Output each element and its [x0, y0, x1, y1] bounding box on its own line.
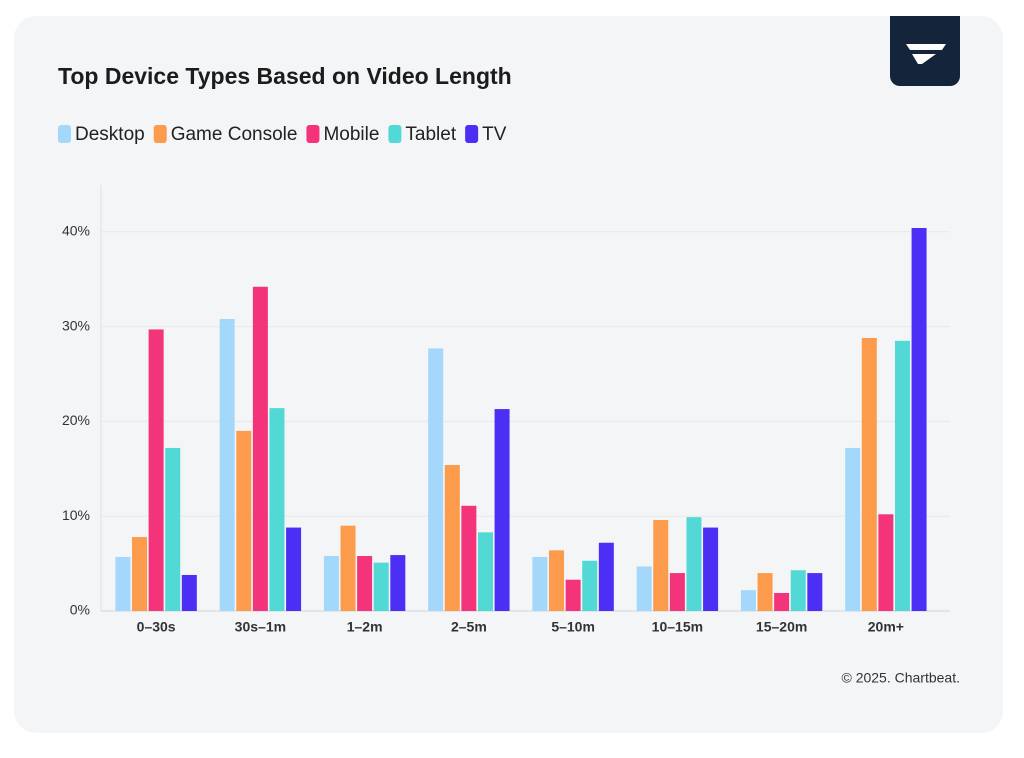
y-tick-label: 30% [62, 317, 90, 333]
bar [357, 556, 373, 611]
legend-label: Mobile [323, 124, 379, 145]
bar [653, 519, 669, 611]
bar [636, 566, 652, 611]
bar [165, 447, 181, 611]
bar [774, 592, 790, 611]
legend-swatch [465, 125, 479, 143]
y-tick-label: 20% [62, 412, 90, 428]
y-tick-label: 0% [70, 602, 90, 618]
legend-swatch [388, 125, 402, 143]
bar [148, 329, 164, 611]
x-tick-label: 10–15m [652, 619, 703, 635]
bar [286, 527, 302, 611]
bar [461, 505, 477, 611]
bar [219, 319, 235, 611]
bar [532, 556, 548, 611]
bar [582, 560, 598, 611]
legend-label: Desktop [75, 124, 145, 145]
bar [911, 228, 927, 611]
x-tick-label: 1–2m [347, 619, 383, 635]
legend-swatch [153, 125, 167, 143]
y-tick-label: 40% [62, 222, 90, 238]
bar [549, 550, 565, 611]
bar [269, 408, 285, 611]
y-tick-label: 10% [62, 507, 90, 523]
legend-swatch [306, 125, 320, 143]
bar [598, 542, 614, 611]
source: © 2025. Chartbeat. [841, 670, 960, 686]
x-tick-label: 5–10m [551, 619, 595, 635]
bar [444, 465, 460, 611]
chart-title: Top Device Types Based on Video Length [58, 63, 512, 89]
bar [807, 573, 823, 611]
x-tick-label: 20m+ [868, 619, 904, 635]
x-tick-label: 15–20m [756, 619, 807, 635]
bar [252, 286, 268, 611]
legend-label: Tablet [405, 124, 456, 145]
bar [861, 337, 877, 611]
bar [494, 409, 510, 611]
bar [565, 579, 581, 611]
bar [757, 573, 773, 611]
bar [845, 447, 861, 611]
bar [181, 574, 197, 611]
bar [878, 514, 894, 611]
bar [669, 573, 685, 611]
bar [894, 340, 910, 611]
logo [890, 16, 960, 86]
bar [477, 532, 493, 611]
bar [115, 556, 131, 611]
legend-label: TV [482, 124, 507, 145]
bar [703, 527, 719, 611]
bar [340, 525, 356, 611]
x-tick-label: 0–30s [137, 619, 176, 635]
bar [373, 562, 389, 611]
x-tick-label: 2–5m [451, 619, 487, 635]
x-tick-label: 30s–1m [235, 619, 286, 635]
bar [236, 430, 252, 611]
bar [323, 556, 339, 611]
bar [390, 555, 406, 611]
bar [790, 570, 806, 611]
bar [428, 348, 444, 611]
bar [132, 537, 148, 611]
legend-swatch [58, 125, 71, 143]
legend-label: Game Console [171, 124, 298, 145]
bar [686, 517, 702, 611]
bar [740, 590, 756, 611]
